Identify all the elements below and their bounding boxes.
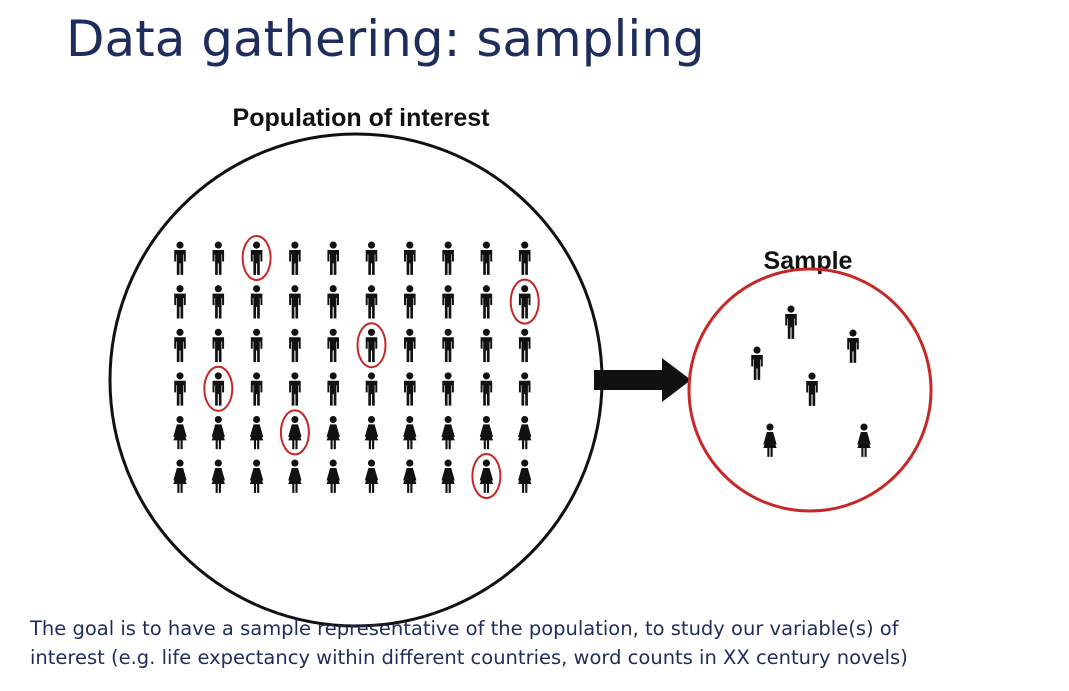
female-person-icon: [518, 459, 532, 493]
population-grid: [173, 235, 540, 499]
female-person-icon: [173, 415, 187, 450]
slide-caption: The goal is to have a sample representat…: [30, 614, 1065, 672]
male-person-icon: [442, 285, 454, 319]
male-person-icon: [480, 372, 493, 406]
male-person-icon: [442, 372, 454, 406]
right-arrow-icon: [594, 358, 691, 402]
male-person-icon: [404, 285, 416, 319]
male-person-icon: [174, 372, 186, 406]
male-person-icon: [327, 241, 339, 275]
male-person-icon: [250, 241, 263, 275]
selection-marker: [471, 453, 502, 499]
male-person-icon: [480, 285, 493, 319]
female-person-icon: [326, 415, 340, 450]
male-person-icon: [327, 328, 339, 363]
male-person-icon: [365, 285, 378, 319]
sample-female-person-icon: [857, 423, 871, 457]
female-person-icon: [479, 415, 494, 450]
male-person-icon: [174, 241, 186, 275]
female-person-icon: [249, 415, 264, 450]
male-person-icon: [250, 285, 263, 319]
male-person-icon: [212, 241, 225, 275]
sample-label: Sample: [764, 247, 853, 275]
selection-marker: [279, 409, 310, 456]
female-person-icon: [288, 415, 302, 450]
male-person-icon: [327, 372, 339, 406]
female-person-icon: [288, 459, 302, 493]
female-person-icon: [518, 415, 532, 450]
female-person-icon: [479, 459, 494, 493]
population-label: Population of interest: [233, 104, 491, 132]
caption-line-1: The goal is to have a sample representat…: [30, 617, 899, 640]
male-person-icon: [212, 372, 225, 406]
female-person-icon: [441, 415, 455, 450]
male-person-icon: [365, 328, 378, 363]
male-person-icon: [518, 372, 531, 406]
male-person-icon: [480, 328, 493, 363]
caption-line-2: interest (e.g. life expectancy within di…: [30, 646, 908, 669]
female-person-icon: [441, 459, 455, 493]
female-person-icon: [249, 459, 264, 493]
male-person-icon: [289, 285, 301, 319]
sample-male-person-icon: [751, 346, 763, 380]
female-person-icon: [211, 415, 225, 450]
male-person-icon: [518, 285, 531, 319]
male-person-icon: [480, 241, 493, 275]
male-person-icon: [442, 328, 454, 363]
male-person-icon: [212, 328, 225, 363]
male-person-icon: [174, 328, 186, 363]
sample-female-person-icon: [763, 423, 777, 457]
male-person-icon: [404, 241, 416, 275]
male-person-icon: [289, 241, 301, 275]
male-person-icon: [404, 372, 416, 406]
male-person-icon: [518, 241, 531, 275]
female-person-icon: [173, 459, 187, 493]
male-person-icon: [289, 328, 301, 363]
sample-group: [751, 305, 871, 457]
male-person-icon: [250, 328, 263, 363]
male-person-icon: [518, 328, 531, 363]
selection-marker: [241, 235, 272, 281]
male-person-icon: [404, 328, 416, 363]
female-person-icon: [403, 415, 417, 450]
male-person-icon: [174, 285, 186, 319]
selection-marker: [356, 322, 387, 369]
male-person-icon: [365, 241, 378, 275]
male-person-icon: [250, 372, 263, 406]
female-person-icon: [326, 459, 340, 493]
sample-male-person-icon: [806, 372, 818, 406]
slide-title: Data gathering: sampling: [66, 10, 705, 68]
female-person-icon: [211, 459, 225, 493]
sample-male-person-icon: [847, 329, 859, 363]
male-person-icon: [212, 285, 225, 319]
male-person-icon: [289, 372, 301, 406]
male-person-icon: [327, 285, 339, 319]
selection-marker: [509, 278, 540, 325]
sample-circle: [687, 267, 933, 513]
female-person-icon: [364, 459, 379, 493]
female-person-icon: [364, 415, 379, 450]
female-person-icon: [403, 459, 417, 493]
male-person-icon: [442, 241, 454, 275]
sample-male-person-icon: [785, 305, 797, 339]
population-circle: [108, 132, 604, 628]
male-person-icon: [365, 372, 378, 406]
selection-marker: [203, 365, 234, 412]
